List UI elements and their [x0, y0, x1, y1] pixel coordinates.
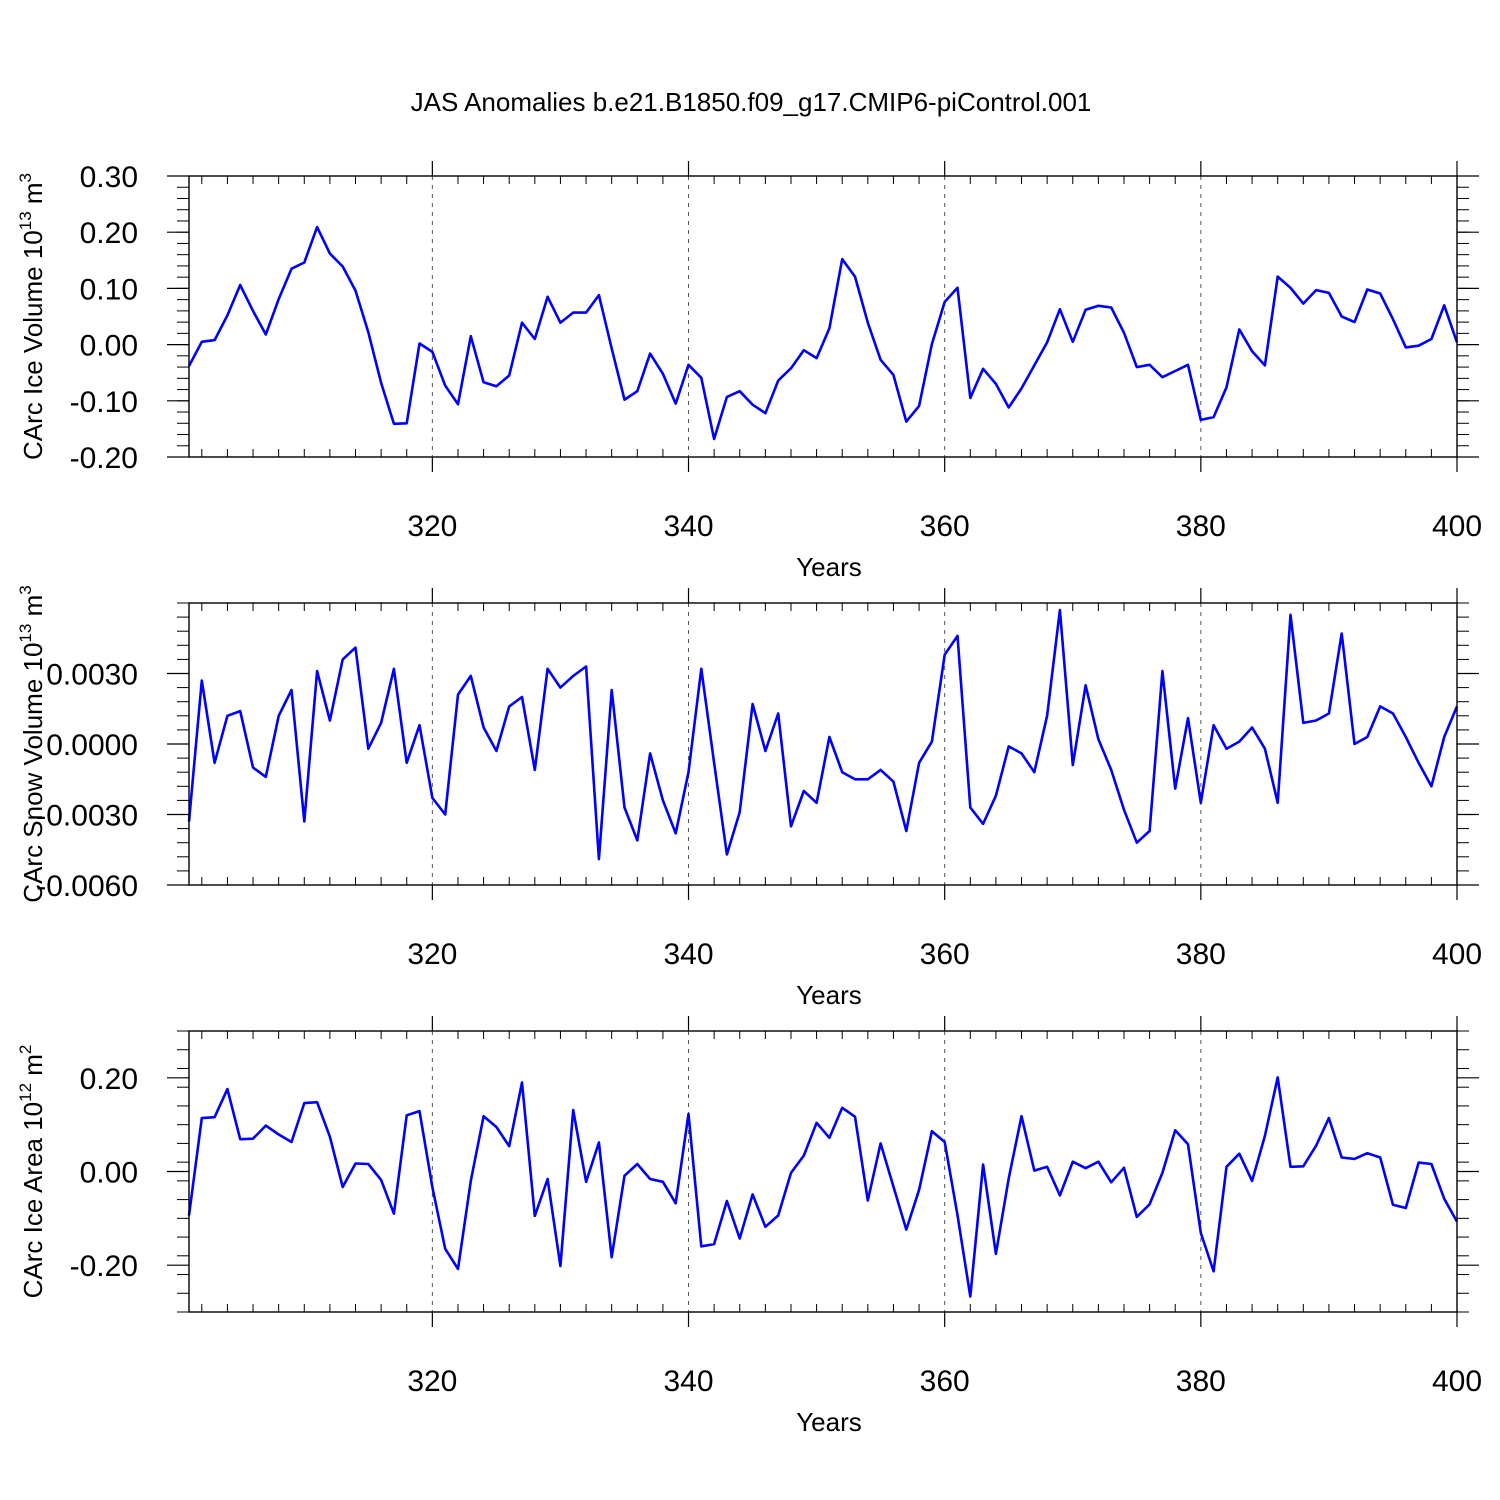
- ice-volume-xtick-label: 320: [407, 510, 457, 543]
- ice-area-xtick-label: 320: [407, 1365, 457, 1398]
- snow-volume-series-line: [187, 608, 1459, 861]
- ice-volume-ytick-label: 0.10: [80, 273, 138, 306]
- ice-volume-plot-frame: [188, 175, 1458, 458]
- snow-volume-ytick-label: 0.0000: [46, 729, 138, 762]
- ice-area-ytick-label: 0.00: [80, 1157, 138, 1190]
- snow-volume-plot-frame: [188, 602, 1458, 886]
- snow-volume-ytick-label: -0.0060: [36, 870, 138, 903]
- ice-volume-xtick-label: 380: [1176, 510, 1226, 543]
- ice-volume-ytick-label: 0.20: [80, 217, 138, 250]
- snow-volume-panel: 320 340 360 380 400 -0.0060 -0.0030 0.0000 0.003…: [16, 585, 1482, 1010]
- ice-volume-ytick-label: -0.20: [70, 442, 138, 475]
- snow-volume-xtick-label: 360: [920, 938, 970, 971]
- ice-volume-xtick-label: 340: [663, 510, 713, 543]
- ice-area-xtick-label: 340: [663, 1365, 713, 1398]
- snow-volume-yaxis-label: CArc Snow Volume 1013 m3: [16, 585, 48, 902]
- ice-area-xtick-label: 400: [1432, 1365, 1482, 1398]
- ice-volume-panel: 320 340 360 380 400 -0.20 -0.10 0.00 0.10 0.20 0.3…: [16, 161, 1482, 582]
- snow-volume-xtick-label: 400: [1432, 938, 1482, 971]
- figure-title: JAS Anomalies b.e21.B1850.f09_g17.CMIP6-…: [411, 87, 1092, 117]
- ice-area-panel: 320 340 360 380 400 -0.20 0.00 0.20 Years CArc Ic…: [16, 1016, 1482, 1437]
- ice-volume-xtick-label: 360: [920, 510, 970, 543]
- ice-volume-series-line: [187, 225, 1459, 441]
- ice-area-ytick-label: -0.20: [70, 1250, 138, 1283]
- ice-area-ytick-label: 0.20: [80, 1063, 138, 1096]
- snow-volume-xtick-label: 380: [1176, 938, 1226, 971]
- ice-area-series-line: [187, 1076, 1459, 1298]
- snow-volume-xaxis-label: Years: [796, 980, 862, 1010]
- ice-volume-ytick-label: 0.00: [80, 330, 138, 363]
- ice-volume-xtick-label: 400: [1432, 510, 1482, 543]
- snow-volume-xtick-label: 340: [663, 938, 713, 971]
- ice-area-plot-frame: [188, 1030, 1458, 1313]
- snow-volume-ytick-label: 0.0030: [46, 659, 138, 692]
- ice-volume-xaxis-label: Years: [796, 552, 862, 582]
- ice-volume-ytick-label: -0.10: [70, 386, 138, 419]
- ice-area-xaxis-label: Years: [796, 1407, 862, 1437]
- snow-volume-ytick-label: -0.0030: [36, 800, 138, 833]
- ice-area-xtick-label: 360: [920, 1365, 970, 1398]
- ice-volume-yaxis-label: CArc Ice Volume 1013 m3: [16, 173, 48, 460]
- ice-area-xtick-label: 380: [1176, 1365, 1226, 1398]
- ice-area-yaxis-label: CArc Ice Area 1012 m2: [16, 1045, 48, 1299]
- ice-volume-ytick-label: 0.30: [80, 161, 138, 194]
- snow-volume-xtick-label: 320: [407, 938, 457, 971]
